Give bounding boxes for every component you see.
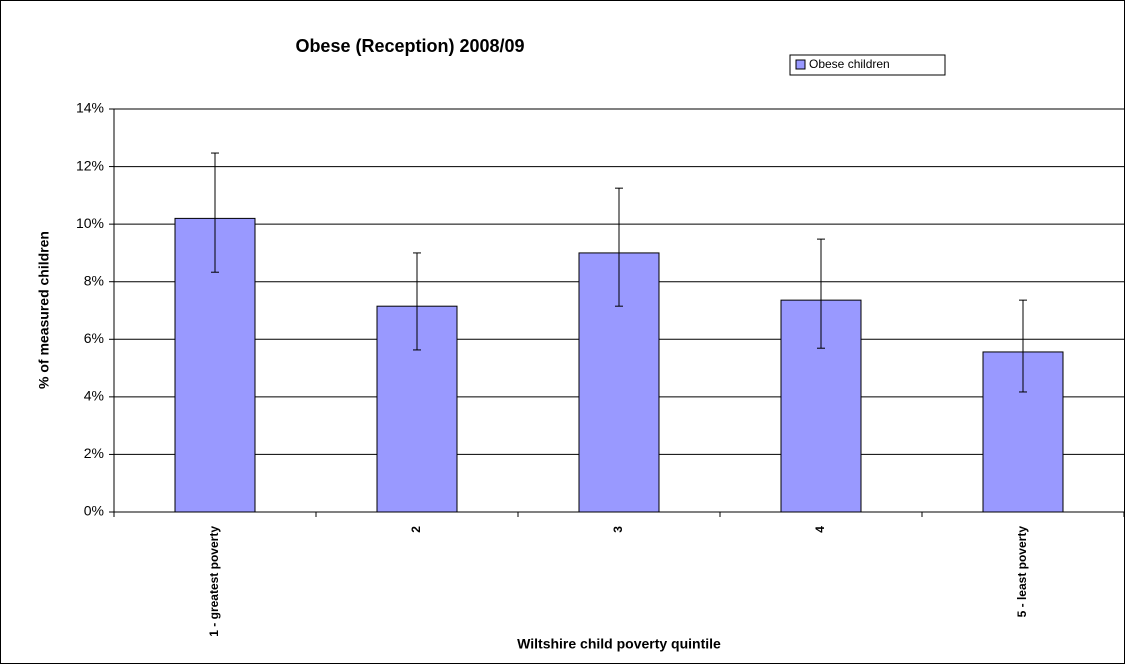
y-tick-label: 0%: [84, 503, 104, 519]
error-bar: [413, 252, 421, 351]
x-tick-label: 4: [813, 526, 827, 533]
x-axis-label: Wiltshire child poverty quintile: [517, 636, 721, 652]
y-tick-label: 2%: [84, 445, 104, 461]
y-tick-label: 14%: [76, 100, 104, 116]
legend-swatch: [795, 59, 806, 70]
y-tick-label: 8%: [84, 272, 104, 288]
legend-box: [789, 54, 946, 76]
error-bar: [1019, 299, 1027, 393]
x-tick-label: 5 - least poverty: [1015, 526, 1029, 618]
error-bar: [211, 152, 219, 273]
y-axis-label: % of measured children: [36, 231, 52, 389]
y-tick-label: 10%: [76, 215, 104, 231]
y-tick-label: 12%: [76, 157, 104, 173]
y-tick-label: 6%: [84, 330, 104, 346]
error-bar: [817, 238, 825, 349]
error-bar: [615, 187, 623, 307]
y-tick-label: 4%: [84, 388, 104, 404]
x-tick-label: 3: [611, 526, 625, 533]
x-tick-label: 1 - greatest poverty: [207, 526, 221, 637]
legend-label: Obese children: [809, 57, 890, 71]
chart-title: Obese (Reception) 2008/09: [295, 36, 524, 56]
x-tick-label: 2: [409, 526, 423, 533]
